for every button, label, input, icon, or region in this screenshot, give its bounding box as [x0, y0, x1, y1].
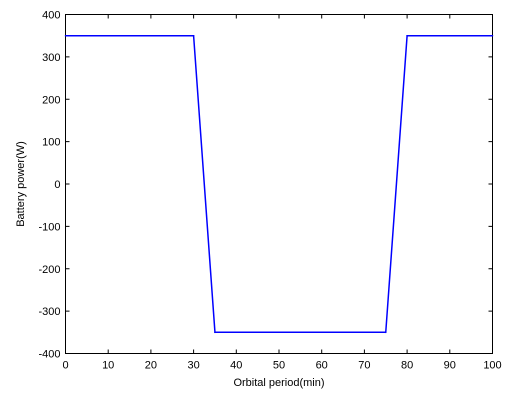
y-tick-label: 0	[54, 179, 60, 191]
data-point	[192, 34, 195, 37]
y-tick-label: -100	[38, 221, 60, 233]
x-tick-label: 30	[187, 360, 199, 372]
x-tick-label: 100	[483, 360, 501, 372]
y-tick-labels: -400 -300 -200 -100 0 100 200 300 400	[38, 10, 60, 361]
x-tick-label: 90	[444, 360, 456, 372]
data-point	[406, 34, 408, 37]
x-axis-label: Orbital period(min)	[233, 377, 324, 389]
x-tick-label: 70	[358, 360, 370, 372]
x-tick-label: 10	[102, 360, 114, 372]
series-group	[64, 34, 494, 334]
y-tick-label: 100	[42, 137, 60, 149]
tick-marks	[65, 14, 493, 354]
y-tick-label: 200	[42, 94, 60, 106]
x-tick-labels: 0 10 20 30 40 50 60 70 80 90 100	[62, 360, 501, 372]
y-tick-label: -400	[38, 349, 60, 361]
data-point	[64, 34, 67, 37]
x-tick-label: 80	[401, 360, 413, 372]
y-axis-label: Battery power(W)	[15, 141, 27, 227]
x-tick-label: 0	[62, 360, 68, 372]
x-tick-label: 40	[230, 360, 242, 372]
plot-area-border	[65, 14, 493, 354]
y-tick-label: -300	[38, 306, 60, 318]
data-point	[491, 34, 494, 37]
data-point	[214, 331, 216, 334]
y-tick-label: 400	[42, 10, 60, 22]
y-tick-label: -200	[38, 264, 60, 276]
x-tick-label: 50	[273, 360, 285, 372]
series-line	[65, 34, 493, 334]
x-tick-label: 60	[316, 360, 328, 372]
y-tick-label: 300	[42, 52, 60, 64]
data-point	[385, 331, 387, 334]
x-tick-label: 20	[145, 360, 157, 372]
